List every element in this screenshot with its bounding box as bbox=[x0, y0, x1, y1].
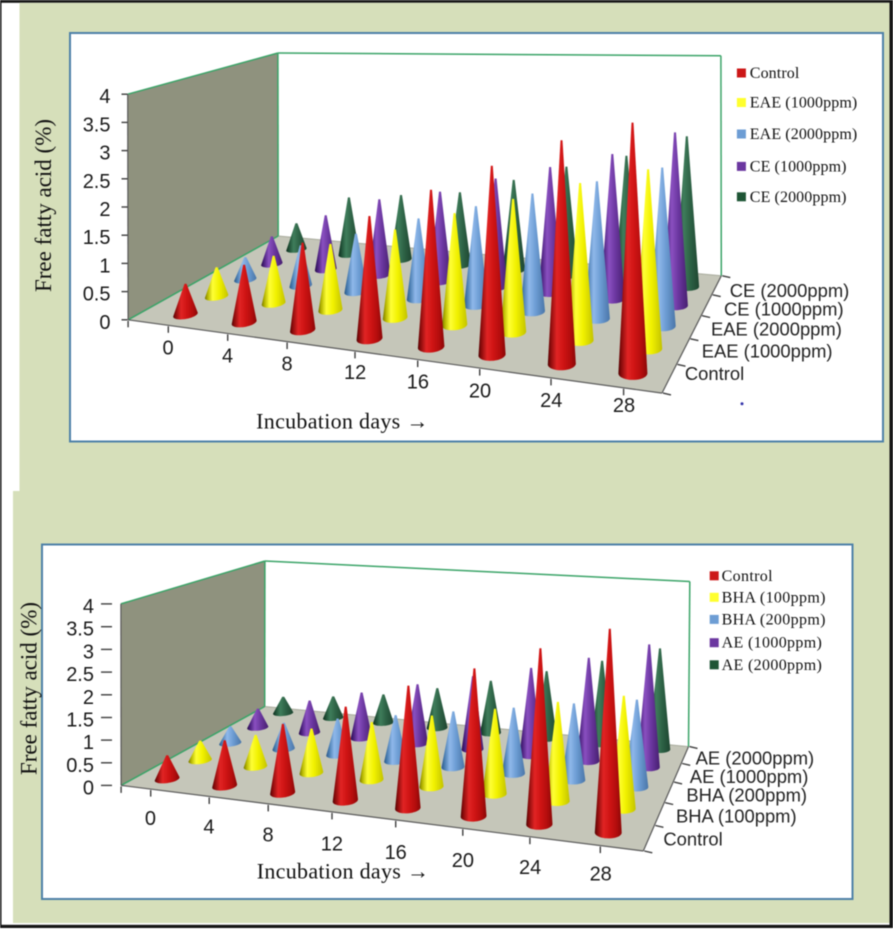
svg-text:BHA (100ppm): BHA (100ppm) bbox=[722, 589, 826, 606]
svg-text:28: 28 bbox=[590, 864, 612, 886]
svg-text:AE (1000ppm): AE (1000ppm) bbox=[722, 635, 823, 652]
svg-text:BHA (200ppm): BHA (200ppm) bbox=[686, 785, 807, 806]
svg-text:4: 4 bbox=[222, 346, 233, 368]
svg-text:28: 28 bbox=[613, 395, 635, 417]
svg-text:20: 20 bbox=[452, 850, 474, 872]
svg-text:2.5: 2.5 bbox=[83, 171, 111, 193]
svg-text:0: 0 bbox=[99, 312, 110, 334]
svg-text:Control: Control bbox=[663, 829, 722, 850]
svg-text:Control: Control bbox=[685, 363, 744, 384]
svg-text:1: 1 bbox=[83, 732, 94, 754]
svg-text:Free fatty acid (%): Free fatty acid (%) bbox=[31, 119, 56, 292]
svg-text:0.5: 0.5 bbox=[66, 755, 94, 777]
svg-text:20: 20 bbox=[469, 381, 491, 403]
svg-text:CE (1000ppm): CE (1000ppm) bbox=[750, 158, 847, 175]
svg-text:0: 0 bbox=[163, 338, 174, 360]
svg-text:12: 12 bbox=[321, 833, 343, 855]
svg-text:24: 24 bbox=[519, 857, 541, 879]
svg-text:EAE (1000ppm): EAE (1000ppm) bbox=[702, 341, 833, 362]
svg-text:CE (1000ppm): CE (1000ppm) bbox=[724, 299, 844, 320]
svg-text:16: 16 bbox=[407, 371, 429, 393]
svg-text:CE (2000ppm): CE (2000ppm) bbox=[750, 189, 847, 206]
svg-text:1: 1 bbox=[99, 255, 110, 277]
svg-text:1.5: 1.5 bbox=[66, 710, 94, 732]
svg-text:3: 3 bbox=[99, 143, 110, 165]
svg-text:BHA (200ppm): BHA (200ppm) bbox=[722, 611, 826, 628]
svg-text:3: 3 bbox=[83, 641, 94, 663]
svg-text:Free fatty acid (%): Free fatty acid (%) bbox=[17, 602, 42, 775]
svg-text:3.5: 3.5 bbox=[66, 619, 94, 641]
svg-text:BHA (100ppm): BHA (100ppm) bbox=[676, 806, 797, 827]
svg-text:Control: Control bbox=[750, 65, 800, 82]
svg-text:2.5: 2.5 bbox=[66, 664, 94, 686]
svg-text:2: 2 bbox=[83, 687, 94, 709]
svg-text:1.5: 1.5 bbox=[83, 227, 111, 249]
svg-text:4: 4 bbox=[203, 817, 214, 839]
svg-text:0: 0 bbox=[83, 777, 94, 799]
svg-text:2: 2 bbox=[99, 199, 110, 221]
svg-text:Incubation days →: Incubation days → bbox=[257, 859, 430, 884]
svg-text:0.5: 0.5 bbox=[83, 284, 111, 306]
svg-text:EAE (2000ppm): EAE (2000ppm) bbox=[711, 318, 842, 339]
svg-text:AE (1000ppm): AE (1000ppm) bbox=[690, 766, 809, 787]
svg-text:12: 12 bbox=[344, 362, 366, 384]
svg-text:8: 8 bbox=[282, 354, 293, 376]
svg-text:CE (2000ppm): CE (2000ppm) bbox=[730, 280, 850, 301]
svg-text:Control: Control bbox=[722, 568, 774, 585]
svg-text:4: 4 bbox=[99, 86, 110, 108]
svg-text:Incubation days →: Incubation days → bbox=[256, 409, 429, 434]
svg-text:4: 4 bbox=[83, 596, 94, 618]
svg-text:8: 8 bbox=[262, 825, 273, 847]
svg-text:AE (2000ppm): AE (2000ppm) bbox=[722, 657, 823, 674]
svg-text:3.5: 3.5 bbox=[83, 114, 111, 136]
svg-text:EAE (1000ppm): EAE (1000ppm) bbox=[750, 95, 858, 112]
svg-text:0: 0 bbox=[145, 808, 156, 830]
svg-text:EAE (2000ppm): EAE (2000ppm) bbox=[750, 126, 858, 143]
svg-text:AE (2000ppm): AE (2000ppm) bbox=[696, 748, 815, 769]
svg-text:24: 24 bbox=[540, 390, 562, 412]
